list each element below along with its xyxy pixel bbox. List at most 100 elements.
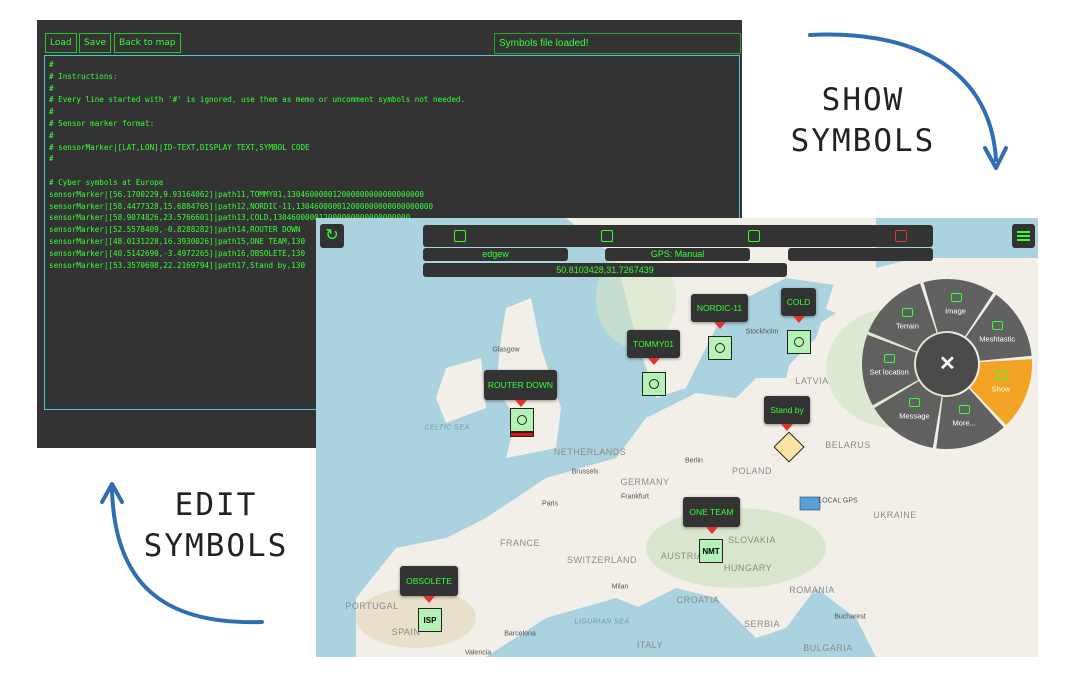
menu-item[interactable]: Image bbox=[945, 306, 966, 316]
symbol-glyph bbox=[794, 337, 804, 347]
menu-bar-line bbox=[1017, 239, 1030, 241]
menu-close[interactable] bbox=[916, 333, 978, 395]
map-place: Glasgow bbox=[492, 346, 520, 354]
marker-label[interactable]: TOMMY01 bbox=[627, 330, 680, 358]
marker-label[interactable]: OBSOLETE bbox=[400, 566, 458, 596]
map-place: PORTUGAL bbox=[345, 601, 399, 611]
map-place: SPAIN bbox=[391, 627, 421, 637]
symbol-icon[interactable]: ISP bbox=[418, 608, 442, 632]
tool-icon[interactable] bbox=[454, 230, 466, 242]
menu-bar-line bbox=[1017, 235, 1030, 237]
map-place: Stockholm bbox=[745, 328, 779, 336]
annotation-text: SYMBOLS bbox=[143, 528, 289, 564]
marker-pointer bbox=[514, 400, 527, 407]
menu-item[interactable]: Message bbox=[899, 411, 930, 421]
map-place: Paris bbox=[542, 500, 558, 508]
menu-icon bbox=[884, 354, 896, 364]
mediterranean bbox=[486, 598, 696, 657]
arrow-head bbox=[100, 482, 124, 504]
menu-segment[interactable] bbox=[923, 279, 994, 337]
coordinates: 50.8103428,31.7267439 bbox=[423, 263, 787, 277]
symbol-icon[interactable] bbox=[510, 408, 534, 432]
menu-segment[interactable] bbox=[966, 294, 1032, 361]
symbol-line: sensorMarker|[40.5142690,-3.4972265]|pat… bbox=[49, 248, 306, 258]
marker-label[interactable]: Stand by bbox=[764, 396, 810, 424]
instruction-line: # bbox=[49, 154, 54, 164]
marker-pointer bbox=[713, 322, 726, 329]
symbol-icon[interactable] bbox=[708, 336, 732, 360]
instruction-line: # Instructions: bbox=[49, 71, 118, 81]
menu-item[interactable]: Meshtastic bbox=[979, 334, 1016, 344]
map-place: Frankfurt bbox=[620, 493, 650, 501]
map-place: AUSTRIA bbox=[660, 551, 704, 561]
tool-icon[interactable] bbox=[895, 230, 907, 242]
marker-pointer bbox=[705, 527, 718, 534]
toolbar-button[interactable]: Back to map bbox=[114, 33, 181, 53]
gps-mode[interactable]: GPS: Manual bbox=[605, 248, 750, 261]
menu-icon bbox=[996, 371, 1008, 381]
map-place: Milan bbox=[611, 583, 629, 591]
instruction-line: # bbox=[49, 130, 54, 140]
map-place: NETHERLANDS bbox=[553, 447, 627, 457]
toolbar-button[interactable]: Save bbox=[79, 33, 112, 53]
menu-bar-line bbox=[1017, 231, 1030, 233]
menu-button[interactable] bbox=[1012, 224, 1035, 248]
status-bar bbox=[510, 432, 534, 437]
map-place: Valencia bbox=[464, 649, 492, 657]
menu-segment[interactable] bbox=[862, 334, 919, 406]
toolbar-button[interactable]: Load bbox=[45, 33, 77, 53]
symbol-glyph bbox=[715, 343, 725, 353]
map-place: Berlin bbox=[685, 457, 703, 465]
symbol-line: sensorMarker|[48.0131228,16.3930026]|pat… bbox=[49, 237, 306, 246]
close-icon[interactable]: ✕ bbox=[939, 353, 956, 375]
forest bbox=[356, 588, 476, 648]
symbol-line: sensorMarker|[52.5578409,-0.8288282]|pat… bbox=[49, 225, 301, 235]
instruction-line: # Every line started with '#' is ignored… bbox=[49, 95, 466, 105]
status-message: Symbols file loaded! bbox=[494, 33, 741, 54]
symbol-line: sensorMarker|[58.9074826,23.5766601]|pat… bbox=[49, 213, 411, 223]
symbol-icon[interactable]: NMT bbox=[699, 539, 723, 563]
map-place: Bucharest bbox=[834, 613, 866, 621]
marker-label[interactable]: NORDIC-11 bbox=[691, 294, 748, 322]
symbol-line: sensorMarker|[58.4477328,15.6884765]|pat… bbox=[49, 201, 434, 211]
map-place: BULGARIA bbox=[803, 643, 853, 653]
map-place: Barcelona bbox=[504, 630, 536, 638]
marker-label[interactable]: ROUTER DOWN bbox=[484, 370, 557, 400]
instruction-line: # bbox=[49, 83, 54, 93]
marker-label[interactable]: COLD bbox=[781, 288, 816, 316]
symbol-line: sensorMarker|[53.3570698,22.2169794]|pat… bbox=[49, 260, 306, 270]
annotation-text: EDIT bbox=[174, 487, 258, 523]
symbol-icon[interactable] bbox=[787, 330, 811, 354]
marker-pointer bbox=[647, 358, 660, 365]
user-name: edgew bbox=[423, 248, 568, 261]
ireland bbox=[436, 358, 486, 423]
symbol-glyph bbox=[517, 415, 527, 425]
tool-icon[interactable] bbox=[748, 230, 760, 242]
symbol-line: sensorMarker|[56.1700229,9.93164062]|pat… bbox=[49, 189, 424, 199]
marker-label[interactable]: ONE TEAM bbox=[683, 497, 740, 527]
map-place: SWITZERLAND bbox=[566, 555, 638, 565]
empty-field bbox=[788, 248, 933, 261]
menu-item[interactable]: Set location bbox=[869, 367, 909, 377]
menu-item[interactable]: Show bbox=[991, 384, 1011, 394]
map-place: UKRAINE bbox=[873, 510, 917, 520]
instruction-line: # Sensor marker format: bbox=[49, 119, 155, 128]
map-place: POLAND bbox=[731, 466, 773, 476]
marker-pointer bbox=[423, 596, 435, 603]
map-view[interactable]: Glasgow CELTIC SEA NETHERLANDS GERMANY POLAN… bbox=[316, 218, 1038, 657]
menu-segment[interactable] bbox=[936, 388, 1004, 449]
symbols-textarea[interactable]: # # Instructions: # # Every line started wi… bbox=[44, 55, 740, 410]
menu-item[interactable]: Terrain bbox=[895, 321, 919, 331]
arrow-head bbox=[983, 146, 1008, 170]
symbol-icon[interactable] bbox=[642, 372, 666, 396]
menu-segment[interactable] bbox=[868, 283, 937, 352]
instruction-line: # sensorMarker|[LAT,LON]|ID-TEXT,DISPLAY… bbox=[49, 142, 310, 152]
menu-segment[interactable] bbox=[969, 359, 1032, 425]
menu-item[interactable]: More... bbox=[952, 418, 976, 428]
tool-icon[interactable] bbox=[601, 230, 613, 242]
menu-segment[interactable] bbox=[874, 381, 942, 448]
forest bbox=[646, 508, 826, 588]
refresh-button[interactable]: ↻ bbox=[320, 224, 344, 248]
menu-icon bbox=[902, 307, 914, 317]
